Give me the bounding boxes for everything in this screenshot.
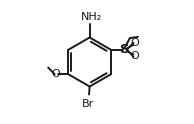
Text: NH₂: NH₂ (81, 12, 102, 22)
Text: Br: Br (82, 99, 94, 109)
Text: O: O (130, 51, 139, 61)
Text: O: O (52, 69, 61, 79)
Text: O: O (130, 38, 139, 48)
Text: S: S (120, 43, 130, 56)
